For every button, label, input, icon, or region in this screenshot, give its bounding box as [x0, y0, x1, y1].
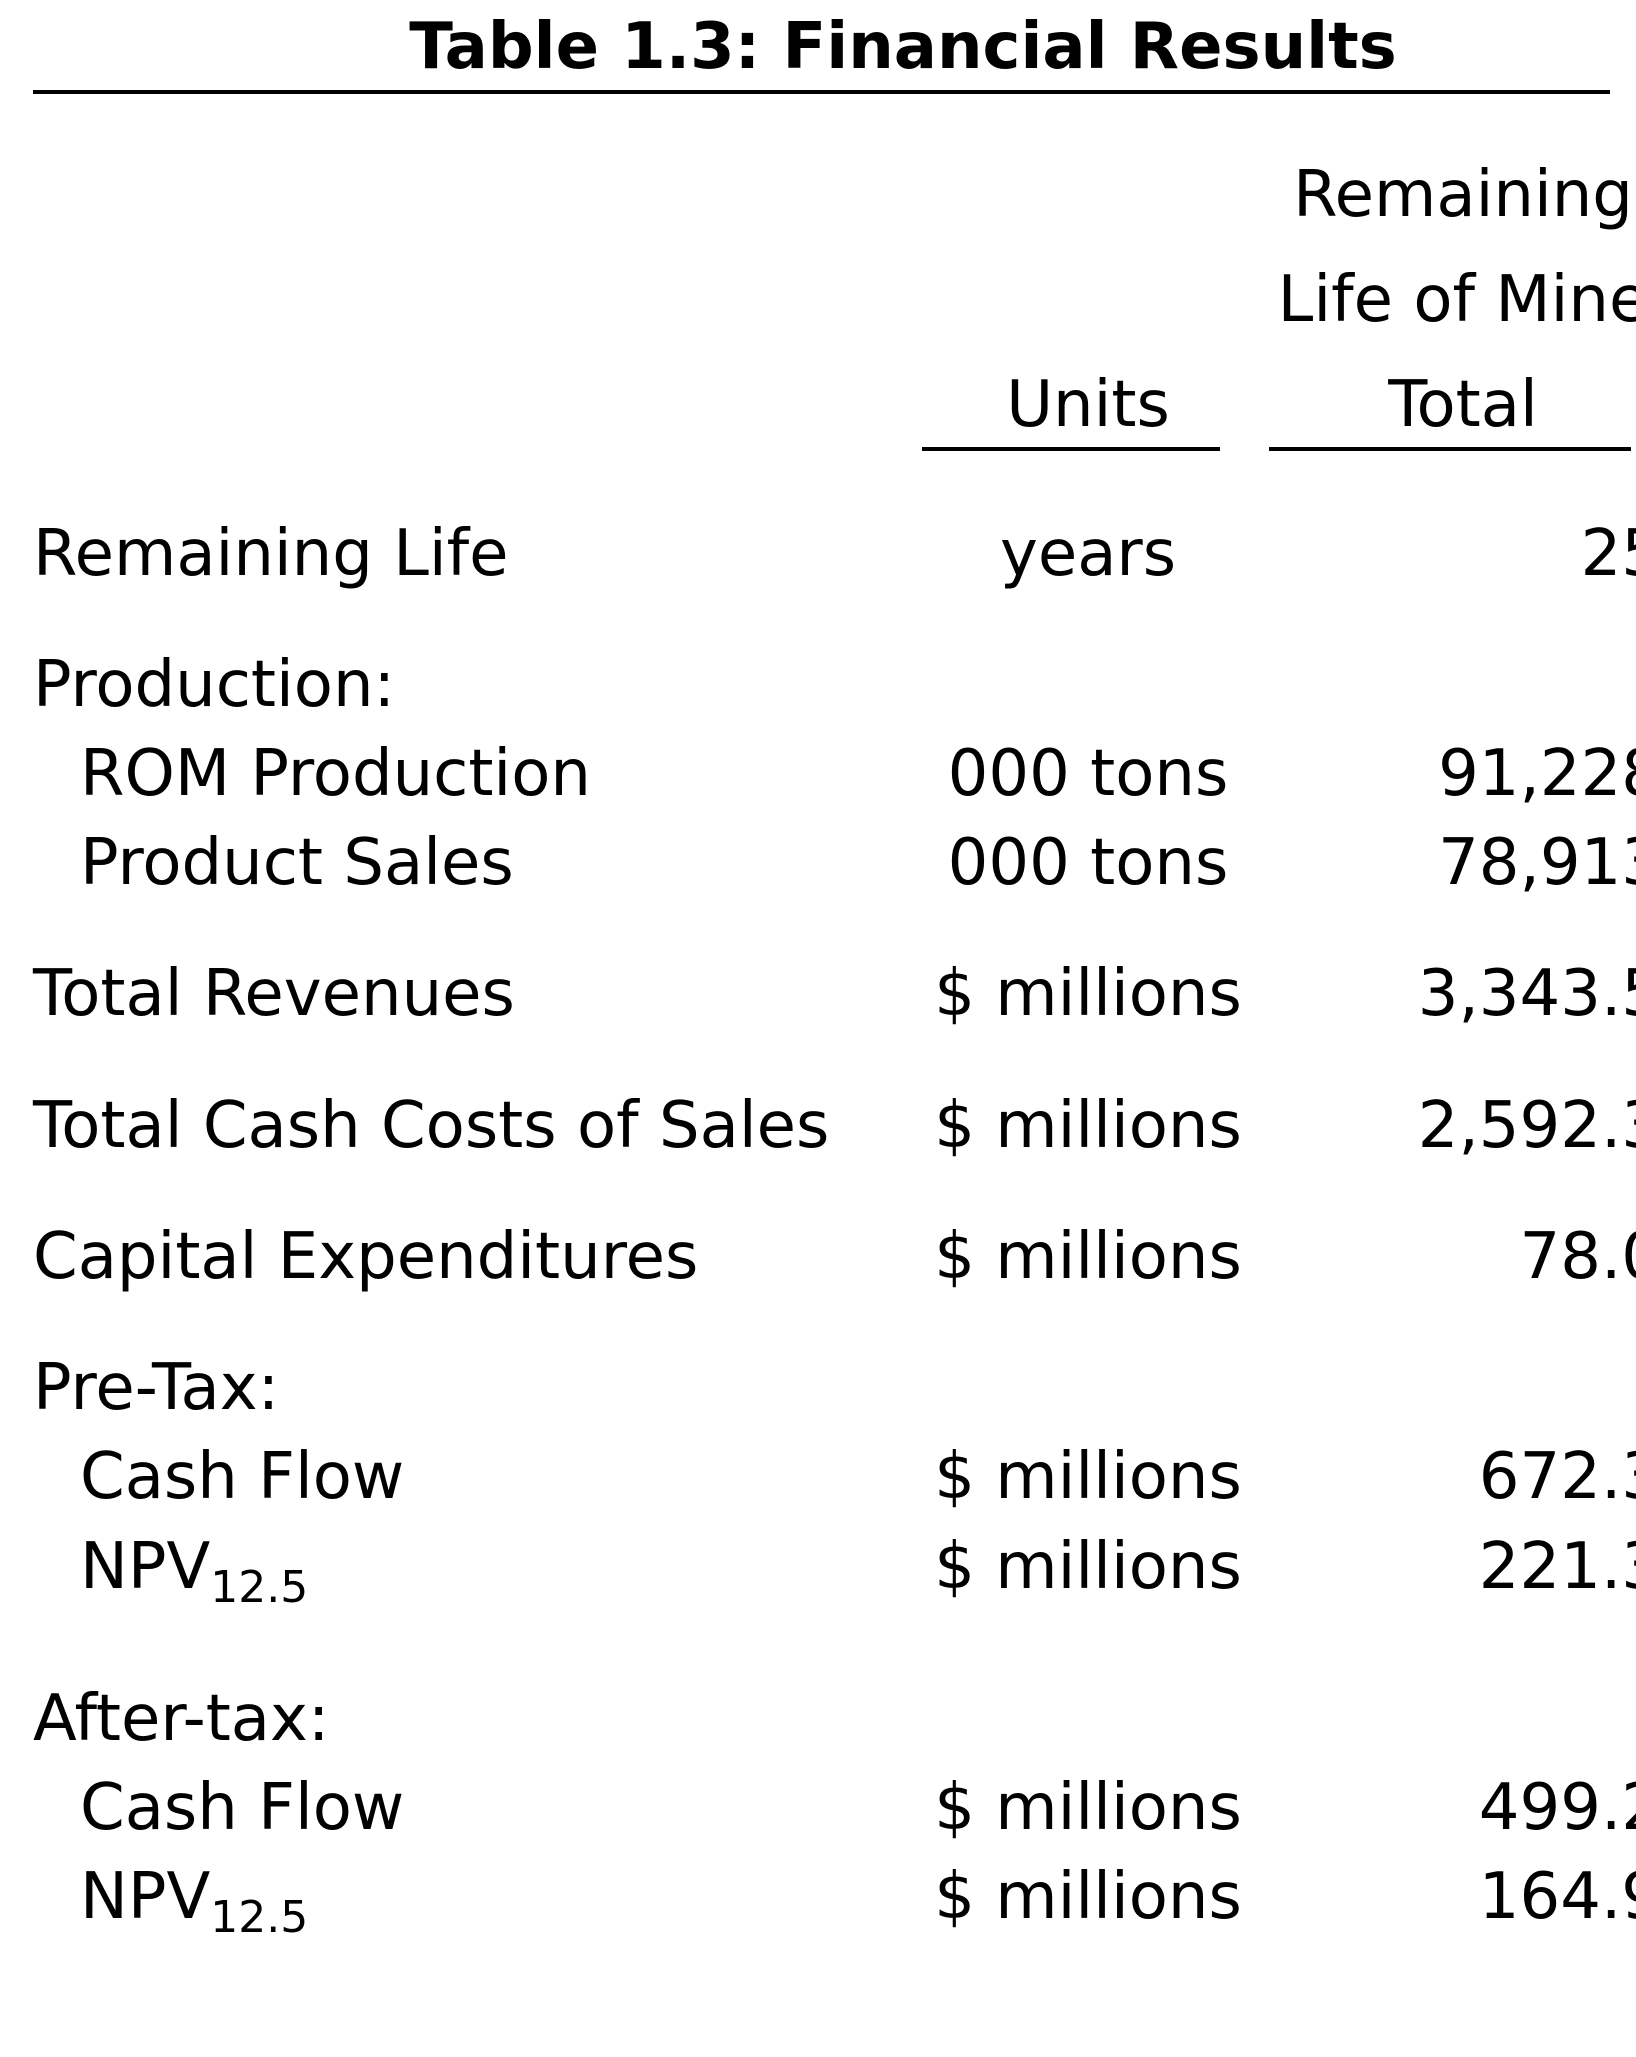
row-label: Capital Expenditures	[33, 1220, 698, 1294]
row-label: Pre-Tax:	[33, 1351, 279, 1425]
row-label-text: Cash Flow	[80, 1440, 404, 1514]
total-cell: 91,228	[1438, 737, 1636, 811]
column-header: Total	[1387, 368, 1537, 442]
row-label: NPV12.5	[80, 1530, 308, 1613]
total-cell: 221.3	[1479, 1530, 1636, 1604]
row-label: Remaining Life	[33, 517, 509, 591]
column-header: Life of Mine	[1278, 263, 1636, 337]
row-label-text: After-tax:	[33, 1682, 329, 1756]
total-cell: 164.9	[1479, 1860, 1636, 1934]
row-label-text: Pre-Tax:	[33, 1351, 279, 1425]
units-cell: 000 tons	[948, 737, 1229, 811]
total-cell: 78,913	[1438, 826, 1636, 900]
row-label-text: Total Cash Costs of Sales	[32, 1089, 829, 1163]
units-cell: $ millions	[934, 1530, 1242, 1604]
total-cell: 3,343.5	[1418, 957, 1636, 1031]
units-cell: $ millions	[934, 1860, 1242, 1934]
total-cell: 78.0	[1520, 1220, 1636, 1294]
units-cell: $ millions	[934, 957, 1242, 1031]
row-label-subscript: 12.5	[210, 1892, 308, 1943]
row-label-text: Remaining Life	[33, 517, 509, 591]
total-cell: 2,592.3	[1418, 1089, 1636, 1163]
units-cell: $ millions	[934, 1220, 1242, 1294]
total-cell: 25	[1581, 517, 1636, 591]
column-header: Units	[1006, 368, 1170, 442]
row-label: Product Sales	[80, 826, 514, 900]
row-label-text: NPV	[80, 1860, 210, 1934]
units-cell: $ millions	[934, 1089, 1242, 1163]
row-label: Cash Flow	[80, 1440, 404, 1514]
row-label: Production:	[33, 648, 395, 722]
units-cell: 000 tons	[948, 826, 1229, 900]
table-title: Table 1.3: Financial Results	[409, 10, 1397, 84]
row-label: Total Revenues	[32, 957, 515, 1031]
row-label-text: Product Sales	[80, 826, 514, 900]
units-cell: years	[1000, 517, 1176, 591]
column-header: Remaining	[1293, 158, 1633, 232]
row-label-text: Cash Flow	[80, 1771, 404, 1845]
row-label: NPV12.5	[80, 1860, 308, 1943]
row-label: ROM Production	[80, 737, 591, 811]
total-cell: 672.3	[1479, 1440, 1636, 1514]
row-label-text: Capital Expenditures	[33, 1220, 698, 1294]
row-label-text: Total Revenues	[32, 957, 515, 1031]
total-cell: 499.2	[1479, 1771, 1636, 1845]
row-label: Cash Flow	[80, 1771, 404, 1845]
units-cell: $ millions	[934, 1771, 1242, 1845]
row-label-text: Production:	[33, 648, 395, 722]
row-label-text: NPV	[80, 1530, 210, 1604]
row-label: Total Cash Costs of Sales	[32, 1089, 829, 1163]
units-cell: $ millions	[934, 1440, 1242, 1514]
row-label: After-tax:	[33, 1682, 329, 1756]
row-label-subscript: 12.5	[210, 1562, 308, 1613]
row-label-text: ROM Production	[80, 737, 591, 811]
